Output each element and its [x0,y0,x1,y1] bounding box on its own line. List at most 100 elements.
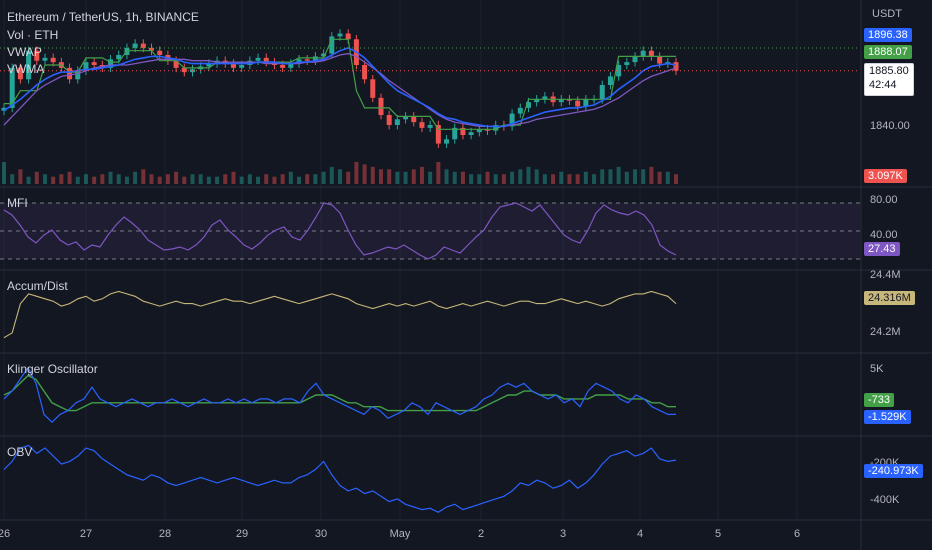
candle-body-3 [26,50,32,80]
candle-body-46 [378,97,384,115]
volume-bar-46 [378,169,383,184]
volume-bar-59 [485,171,490,184]
price-last-tag: 1885.80 42:44 [864,63,914,96]
currency-label: USDT [872,8,902,20]
volume-bar-58 [477,174,482,184]
candle-body-22 [181,67,187,73]
volume-bar-75 [616,166,621,184]
mfi-pane [0,202,860,260]
volume-bar-82 [674,174,678,184]
volume-bar-69 [567,174,572,184]
volume-bar-56 [460,171,465,184]
volume-bar-18 [149,174,154,184]
volume-bar-9 [75,176,80,184]
countdown: 42:44 [869,79,897,91]
candle-body-13 [108,59,114,68]
volume-bar-37 [305,174,310,184]
candle-body-14 [116,55,122,60]
volume-bar-54 [444,169,449,184]
accum-tag: 24.316M [864,291,915,305]
candle-body-54 [444,139,450,144]
accum-tick-24-2: 24.2M [870,326,901,338]
volume-bar-29 [239,176,244,184]
klinger-tag: -1.529K [864,410,911,424]
accum-pane [3,290,677,339]
volume-bar-65 [534,169,539,184]
mfi-tick-40: 40.00 [870,229,898,241]
volume-bar-31 [256,176,261,184]
volume-bar-40 [329,166,334,184]
volume-bar-4 [34,171,39,184]
mfi-tick-80: 80.00 [870,194,898,206]
candle-body-0 [1,107,7,111]
vol-legend[interactable]: Vol · ETH [7,28,59,42]
volume-bar-62 [510,171,515,184]
candle-body-60 [493,125,499,131]
volume-bar-5 [42,174,47,184]
candle-body-37 [304,59,310,61]
volume-bar-24 [198,174,203,184]
volume-bar-68 [559,171,564,184]
volume-bar-20 [165,174,170,184]
volume-bar-7 [59,174,64,184]
volume-bar-0 [2,162,6,184]
volume-bar-57 [469,174,474,184]
candle-body-57 [468,132,474,135]
candle-body-73 [599,85,605,100]
candle-body-41 [337,33,343,37]
vwap-legend[interactable]: VWAP [7,45,42,59]
volume-bar-48 [395,171,400,184]
candle-body-17 [140,43,146,48]
x-label-6: 2 [477,528,485,540]
volume-bar-23 [190,174,195,184]
volume-bar-66 [542,174,547,184]
volume-bar-2 [18,169,23,184]
volume-bar-14 [116,174,121,184]
candle-body-31 [255,57,261,61]
volume-bar-6 [51,176,56,184]
volume-bar-60 [493,174,498,184]
klinger-line [3,366,676,424]
volume-bar-39 [321,171,326,184]
volume-bars [2,162,678,184]
symbol-title[interactable]: Ethereum / TetherUS, 1h, BINANCE [7,10,199,24]
mfi-legend[interactable]: MFI [7,196,28,210]
candle-body-58 [476,129,482,133]
obv-tag: -240.973K [864,464,923,478]
candle-body-56 [460,127,466,135]
volume-bar-43 [354,162,359,184]
obv-legend[interactable]: OBV [7,445,33,459]
candle-body-52 [427,125,433,128]
volume-bar-73 [600,169,605,184]
candle-body-8 [67,67,73,80]
volume-bar-34 [280,174,285,184]
vwap-line [4,38,676,130]
vwma-legend[interactable]: VWMA [7,62,45,76]
candle-body-66 [542,96,548,100]
candle-body-10 [83,62,89,71]
price-tick-1840: 1840.00 [870,120,910,132]
candle-body-47 [386,115,392,125]
candle-body-77 [632,56,638,63]
candle-body-48 [394,119,400,125]
ema-line [3,47,677,128]
volume-bar-81 [665,171,670,184]
volume-bar-47 [387,169,392,184]
volume-bar-78 [641,169,646,184]
candle-body-16 [132,43,138,48]
candle-body-45 [370,79,376,98]
klinger-legend[interactable]: Klinger Oscillator [7,362,98,376]
candle-body-28 [230,63,236,68]
candle-body-74 [607,76,613,85]
candle-body-71 [583,99,589,107]
plot-background [0,0,860,520]
accum-tick-24-4: 24.4M [870,269,901,281]
x-label-3: 29 [235,528,249,540]
candle-body-21 [173,60,179,68]
accum-legend[interactable]: Accum/Dist [7,279,68,293]
x-label-4: 30 [314,528,328,540]
volume-bar-63 [518,169,523,184]
mfi-band [0,203,860,259]
x-label-9: 5 [714,528,722,540]
